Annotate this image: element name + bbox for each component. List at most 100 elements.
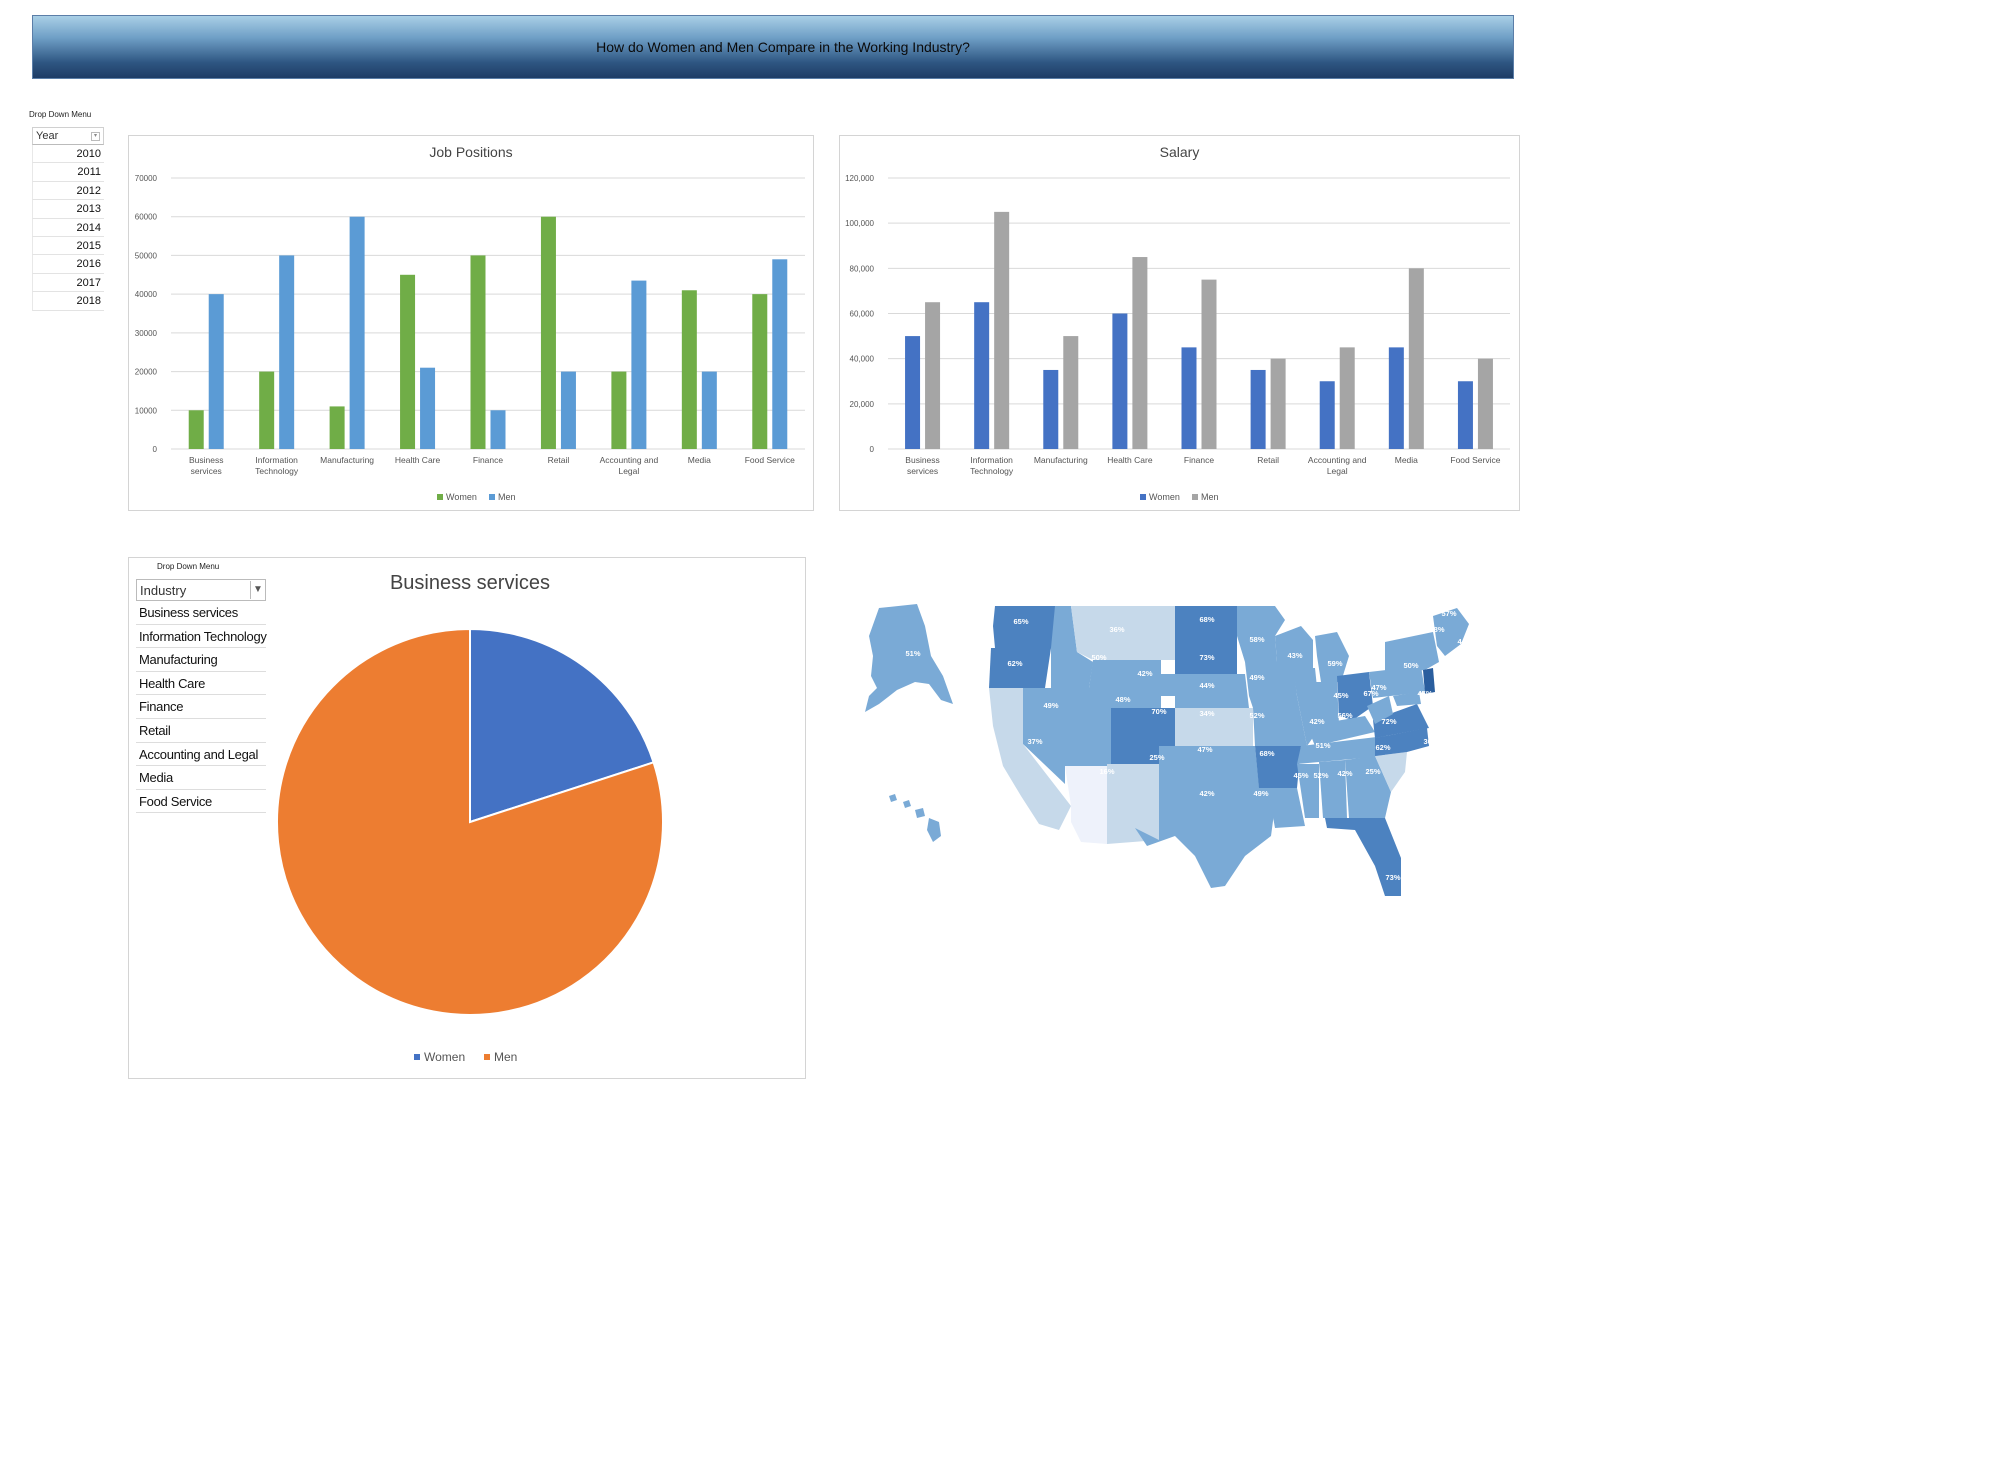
industry-pie-chart: Women Men [128, 557, 806, 1079]
job-positions-chart: Job Positions 0 10000 20000 30000 40000 50000… [128, 135, 814, 511]
map-region-south-carolina [1375, 752, 1407, 792]
map-label: 67% [1363, 689, 1378, 698]
bar-men [279, 255, 295, 449]
map-region-new-jersey [1423, 668, 1435, 694]
industry-dropdown[interactable]: Industry ▼ [136, 579, 266, 601]
y-tick-label: 10000 [135, 406, 158, 415]
y-tick-label: 30000 [135, 329, 158, 338]
map-label: 47% [1197, 745, 1212, 754]
legend-swatch-men [484, 1054, 490, 1060]
salary-title: Salary [1159, 144, 1200, 160]
bar-men [772, 259, 788, 449]
bar-women [470, 255, 486, 449]
salary-plot: 0 20,000 40,000 60,000 80,000 100,000 120,000 B… [845, 174, 1510, 502]
map-region-new-mexico [1107, 764, 1159, 844]
map-label: 58% [1249, 635, 1264, 644]
y-tick-label: 40000 [135, 290, 158, 299]
year-option-2012[interactable]: 2012 [32, 181, 104, 201]
bar-women [905, 336, 921, 449]
x-tick-label: services [907, 466, 938, 476]
map-percentage-labels: 65% 36% 68% 58% 51% 62% 50% 73% 43% 59% 50% 44% 57% 4… [905, 609, 1480, 882]
map-region-arkansas [1255, 746, 1301, 788]
map-label: 40% [1465, 685, 1480, 694]
bar-men [631, 280, 647, 449]
year-option-2017[interactable]: 2017 [32, 273, 104, 293]
map-region-kansas [1175, 708, 1253, 746]
bar-men [1063, 336, 1079, 449]
industry-option[interactable]: Business services [136, 601, 266, 625]
map-label: 72% [1381, 717, 1396, 726]
year-option-2011[interactable]: 2011 [32, 163, 104, 182]
year-option-2013[interactable]: 2013 [32, 200, 104, 219]
map-label: 62% [1440, 703, 1455, 712]
map-label: 50% [1403, 661, 1418, 670]
x-tick-label: Business [905, 455, 940, 465]
bar-women [1457, 381, 1473, 449]
industry-option[interactable]: Food Service [136, 790, 266, 814]
industry-option[interactable]: Health Care [136, 672, 266, 696]
clear-filter-icon[interactable]: ▾ [91, 131, 100, 141]
x-tick-label: Health Care [1107, 455, 1153, 465]
map-label: 48% [1429, 625, 1444, 634]
y-tick-label: 120,000 [845, 174, 874, 183]
bar-men [925, 302, 941, 449]
map-region-utah [1065, 688, 1111, 766]
legend-swatch-women [414, 1054, 420, 1060]
x-tick-label: Manufacturing [320, 455, 374, 465]
map-region-south-dakota [1175, 636, 1237, 674]
map-region-wyoming [1089, 660, 1161, 708]
map-label: 44% [1199, 681, 1214, 690]
bar-men [1477, 358, 1493, 449]
industry-option[interactable]: Manufacturing [136, 648, 266, 672]
map-region-washington [993, 606, 1055, 648]
year-option-2018[interactable]: 2018 [32, 292, 104, 311]
x-tick-label: Business [189, 455, 224, 465]
y-tick-label: 50000 [135, 251, 158, 260]
year-option-2016[interactable]: 2016 [32, 255, 104, 274]
map-label: 42% [1137, 669, 1152, 678]
industry-option[interactable]: Retail [136, 719, 266, 743]
x-tick-label: Media [1395, 455, 1418, 465]
map-region-north-carolina [1375, 728, 1429, 756]
map-label: 37% [1027, 737, 1042, 746]
year-option-2014[interactable]: 2014 [32, 218, 104, 237]
year-option-2010[interactable]: 2010 [32, 145, 104, 164]
industry-option[interactable]: Accounting and Legal [136, 743, 266, 767]
map-region-minnesota [1237, 606, 1285, 662]
y-tick-label: 0 [870, 445, 875, 454]
bar-women [259, 371, 275, 449]
bar-men [1408, 268, 1424, 449]
map-label: 42% [1309, 717, 1324, 726]
x-tick-label: Manufacturing [1034, 455, 1088, 465]
year-slicer[interactable]: Year ▾ 2010 2011 2012 2013 2014 2015 2016 2017 2… [32, 127, 104, 311]
map-label: 51% [1315, 741, 1330, 750]
industry-option[interactable]: Information Technology [136, 625, 267, 649]
map-label: 65% [1013, 617, 1028, 626]
dashboard-title: How do Women and Men Compare in the Work… [596, 39, 970, 55]
industry-option[interactable]: Media [136, 766, 266, 790]
x-tick-label: Food Service [1450, 455, 1500, 465]
year-option-2015[interactable]: 2015 [32, 236, 104, 256]
map-region-new-york [1385, 632, 1439, 674]
map-region-virginia [1373, 704, 1429, 738]
bar-men [701, 371, 717, 449]
map-label: 46% [1435, 725, 1450, 734]
bar-women [1388, 347, 1404, 449]
map-label: 25% [1149, 753, 1164, 762]
salary-chart: Salary 0 20,000 40,000 60,000 80,000 100,000 1… [839, 135, 1520, 511]
map-region-alabama [1319, 760, 1347, 818]
bar-women [400, 274, 416, 449]
map-label: 45% [1293, 771, 1308, 780]
map-label: 52% [1249, 711, 1264, 720]
y-tick-label: 60,000 [850, 310, 875, 319]
pie-title: Business services [389, 572, 551, 594]
y-tick-label: 40,000 [850, 355, 875, 364]
bar-women [1043, 369, 1059, 449]
year-slicer-header[interactable]: Year ▾ [32, 127, 104, 145]
legend-label-women: Women [424, 1050, 465, 1064]
industry-slicer[interactable]: Industry ▼ Business services Information … [136, 576, 267, 814]
x-tick-label: Accounting and [600, 455, 659, 465]
map-region-nebraska [1161, 674, 1249, 708]
industry-option[interactable]: Finance [136, 695, 266, 719]
dropdown-arrow-icon[interactable]: ▼ [250, 581, 265, 599]
